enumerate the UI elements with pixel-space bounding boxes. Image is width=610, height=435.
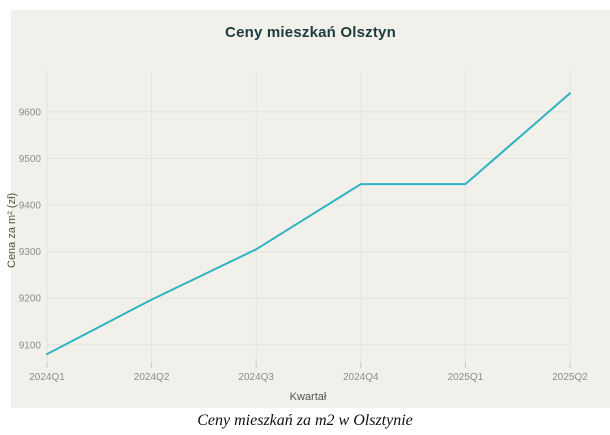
x-tick-label: 2024Q3 [238, 372, 274, 383]
y-tick-label: 9400 [19, 201, 42, 212]
line-chart-plot: 9100 9200 9300 9400 9500 9600 2024Q1 2024Q2 2024… [19, 70, 588, 403]
axis-ticks [46, 362, 571, 368]
x-tick-label: 2025Q1 [448, 372, 484, 383]
x-tick-label: 2024Q1 [29, 372, 65, 383]
x-tick-label: 2025Q2 [552, 372, 588, 383]
price-trend-line [46, 92, 571, 356]
y-tick-label: 9600 [19, 107, 42, 118]
chart-card: Ceny mieszkań Olsztyn Cena za m² (zł) 91… [6, 10, 610, 408]
y-tick-label: 9200 [19, 294, 42, 305]
gridlines [46, 70, 571, 362]
axis-tick-labels: 9100 9200 9300 9400 9500 9600 2024Q1 2024Q2 2024… [19, 107, 588, 383]
x-tick-label: 2024Q4 [343, 372, 379, 383]
y-tick-label: 9500 [19, 154, 42, 165]
x-tick-label: 2024Q2 [134, 372, 170, 383]
figure-caption: Ceny mieszkań za m2 w Olsztynie [197, 412, 413, 429]
y-tick-label: 9300 [19, 247, 42, 258]
x-axis-title: Kwartał [290, 391, 327, 403]
price-line-series [46, 92, 571, 356]
y-tick-label: 9100 [19, 340, 42, 351]
chart-title: Ceny mieszkań Olsztyn [225, 24, 396, 41]
